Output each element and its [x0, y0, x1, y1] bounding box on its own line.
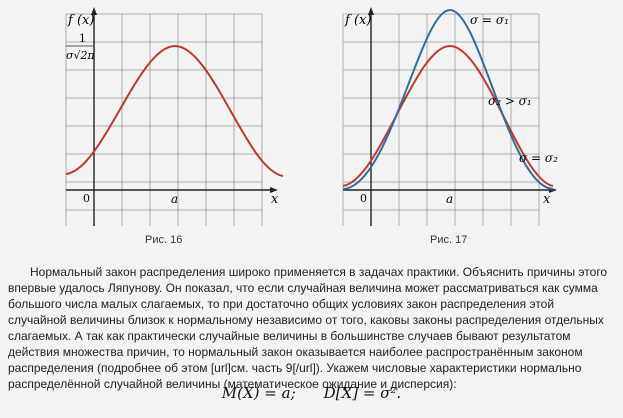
body-paragraph: Нормальный закон распределения широко пр… — [8, 265, 608, 391]
origin-label: 0 — [360, 192, 367, 205]
annotation-sigma-1: σ = σ₁ — [470, 13, 509, 27]
x-axis-arrow — [270, 187, 278, 193]
expectation-formula: M(X) = a; — [221, 384, 296, 402]
figure-16: f (x) 1 σ√2π 0 a x — [65, 7, 284, 226]
figure-17-caption: Рис. 17 — [430, 234, 468, 246]
formula-line: M(X) = a; D[X] = σ². — [0, 384, 623, 402]
y-axis-arrow — [91, 7, 97, 15]
x-axis-label: x — [271, 192, 279, 207]
x-axis-label: x — [543, 192, 551, 207]
y-axis-label: f (x) — [344, 13, 371, 28]
origin-label: 0 — [83, 192, 90, 205]
annotation-sigma-2: σ = σ₂ — [519, 151, 558, 165]
mean-label: a — [446, 192, 453, 206]
peak-label-denominator: σ√2π — [66, 49, 96, 62]
curve-sigma-1 — [342, 8, 554, 190]
mean-label: a — [171, 192, 178, 206]
body-paragraph-block: Нормальный закон распределения широко пр… — [8, 264, 615, 392]
grid — [65, 13, 263, 226]
variance-formula: D[X] = σ². — [323, 384, 402, 402]
y-axis-arrow — [368, 7, 374, 15]
curve-sigma-2 — [342, 44, 554, 187]
normal-curve — [65, 44, 284, 177]
peak-label-numerator: 1 — [79, 32, 86, 45]
figure-16-caption: Рис. 16 — [145, 234, 183, 246]
grid — [342, 13, 540, 226]
annotation-sigma-2-greater: σ₂ > σ₁ — [488, 94, 532, 108]
figure-17: f (x) σ = σ₁ σ₂ > σ₁ σ = σ₂ 0 a x — [342, 7, 558, 226]
y-axis-label: f (x) — [67, 13, 94, 28]
